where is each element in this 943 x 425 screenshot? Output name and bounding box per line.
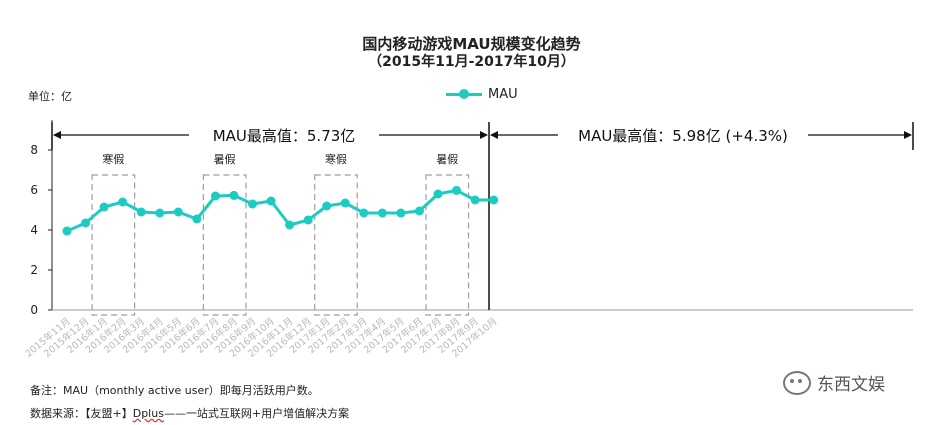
annotation-label-bg <box>189 123 379 145</box>
source-suffix: ——一站式互联网+用户增值解决方案 <box>163 407 350 420</box>
data-point <box>414 206 424 216</box>
series-line-mau <box>66 188 494 233</box>
data-point <box>136 207 146 217</box>
footnote: 备注：MAU（monthly active user）即每月活跃用户数。 <box>30 384 319 397</box>
y-tick-label: 0 <box>30 303 38 317</box>
unit-label: 单位：亿 <box>28 90 72 103</box>
data-point <box>266 196 276 206</box>
data-point <box>192 214 202 224</box>
data-point <box>322 201 332 211</box>
watermark: 东西文娱 <box>783 370 885 395</box>
annotation-label: MAU最高值：5.98亿 (+4.3%) <box>578 127 788 145</box>
data-point <box>396 208 406 218</box>
y-tick-label: 8 <box>30 143 38 157</box>
legend: MAU <box>446 84 518 104</box>
highlight-box <box>314 174 358 316</box>
source-brand: Dplus <box>132 407 164 420</box>
data-point <box>377 208 387 218</box>
data-point <box>303 215 313 225</box>
annotation-label: MAU最高值：5.73亿 <box>213 127 356 145</box>
data-point <box>470 195 480 205</box>
data-point <box>285 220 295 230</box>
watermark-text: 东西文娱 <box>817 375 885 395</box>
data-point <box>118 197 128 207</box>
data-point <box>340 198 350 208</box>
data-point <box>155 208 165 218</box>
highlight-box <box>91 174 136 316</box>
chart-subtitle: （2015年11月-2017年10月） <box>368 54 575 70</box>
chart-title: 国内移动游戏MAU规模变化趋势 <box>362 35 581 53</box>
highlight-box <box>202 174 247 316</box>
data-point <box>99 202 109 212</box>
data-point <box>62 226 72 236</box>
source-prefix: 数据来源：【友盟+】 <box>30 407 133 420</box>
annotation-label-bg <box>558 123 808 145</box>
highlight-box <box>425 174 470 316</box>
data-point <box>81 218 91 228</box>
legend-swatch <box>446 88 482 100</box>
data-point <box>452 185 462 195</box>
data-point <box>489 195 499 205</box>
y-tick-label: 4 <box>30 223 38 237</box>
data-point <box>173 207 183 217</box>
highlight-label: 暑假 <box>214 152 236 166</box>
data-point <box>433 189 443 199</box>
wechat-icon <box>783 370 811 395</box>
annotation-arrow-left <box>53 131 61 139</box>
y-tick-label: 2 <box>30 263 38 277</box>
highlight-label: 暑假 <box>436 152 458 166</box>
annotation-arrow-left <box>490 131 498 139</box>
data-source: 数据来源：【友盟+】Dplus——一站式互联网+用户增值解决方案 <box>30 405 349 421</box>
highlight-label: 寒假 <box>325 152 347 166</box>
data-point <box>248 199 257 209</box>
annotation-arrow-right <box>480 131 488 139</box>
highlight-label: 寒假 <box>102 152 124 166</box>
data-point <box>210 191 220 201</box>
y-tick-label: 6 <box>30 183 38 197</box>
annotation-arrow-right <box>904 131 912 139</box>
data-point <box>359 208 369 218</box>
data-point <box>229 190 239 200</box>
legend-label: MAU <box>488 86 518 102</box>
